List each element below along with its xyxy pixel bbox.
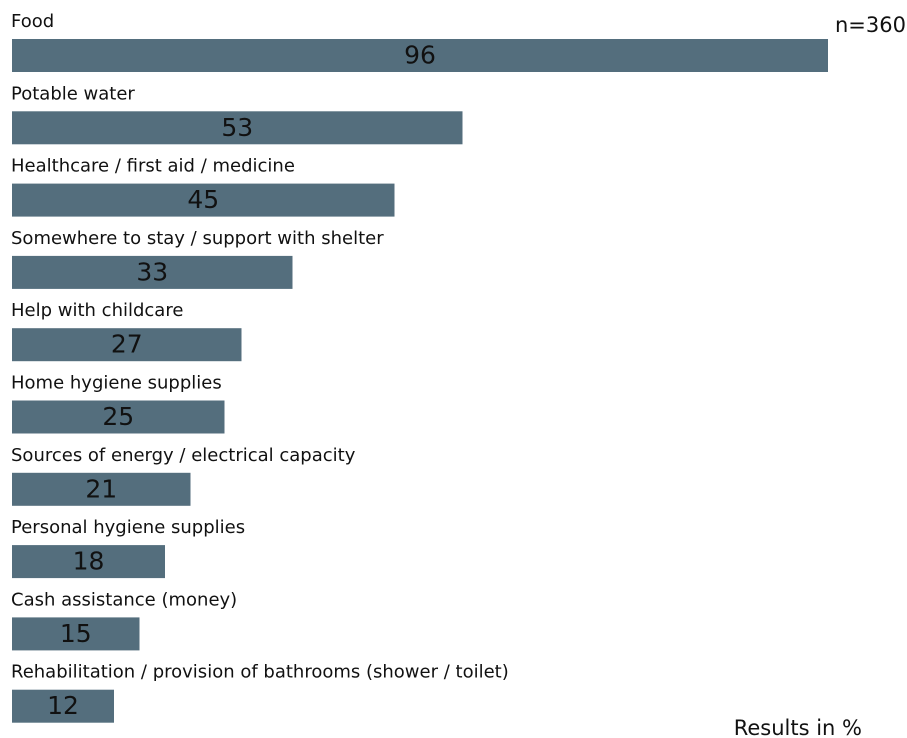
category-label: Potable water (11, 83, 135, 104)
bar (12, 111, 463, 145)
value-label: 18 (73, 547, 105, 576)
category-label: Food (11, 11, 54, 32)
bar (12, 183, 395, 217)
category-label: Personal hygiene supplies (11, 517, 245, 538)
value-label: 15 (60, 619, 92, 648)
value-label: 12 (47, 691, 79, 720)
bar (12, 328, 242, 362)
value-label: 96 (404, 41, 436, 70)
category-label: Sources of energy / electrical capacity (11, 445, 356, 466)
category-label: Healthcare / first aid / medicine (11, 156, 295, 177)
bar (12, 545, 165, 579)
bar (12, 255, 293, 289)
bar (12, 472, 191, 506)
bar (12, 400, 225, 434)
sample-size: n=360 (835, 13, 906, 37)
category-label: Cash assistance (money) (11, 589, 237, 610)
category-label: Rehabilitation / provision of bathrooms … (11, 662, 509, 683)
value-label: 21 (85, 474, 117, 503)
bar (12, 39, 828, 72)
category-label: Home hygiene supplies (11, 373, 222, 394)
category-label: Somewhere to stay / support with shelter (11, 228, 384, 249)
unit-note: Results in % (734, 716, 862, 738)
value-label: 53 (221, 113, 253, 142)
value-label: 25 (102, 402, 134, 431)
bar (12, 617, 140, 651)
bar (12, 689, 114, 723)
value-label: 33 (136, 257, 168, 286)
category-label: Help with childcare (11, 300, 183, 321)
value-label: 27 (111, 330, 143, 359)
value-label: 45 (187, 185, 219, 214)
